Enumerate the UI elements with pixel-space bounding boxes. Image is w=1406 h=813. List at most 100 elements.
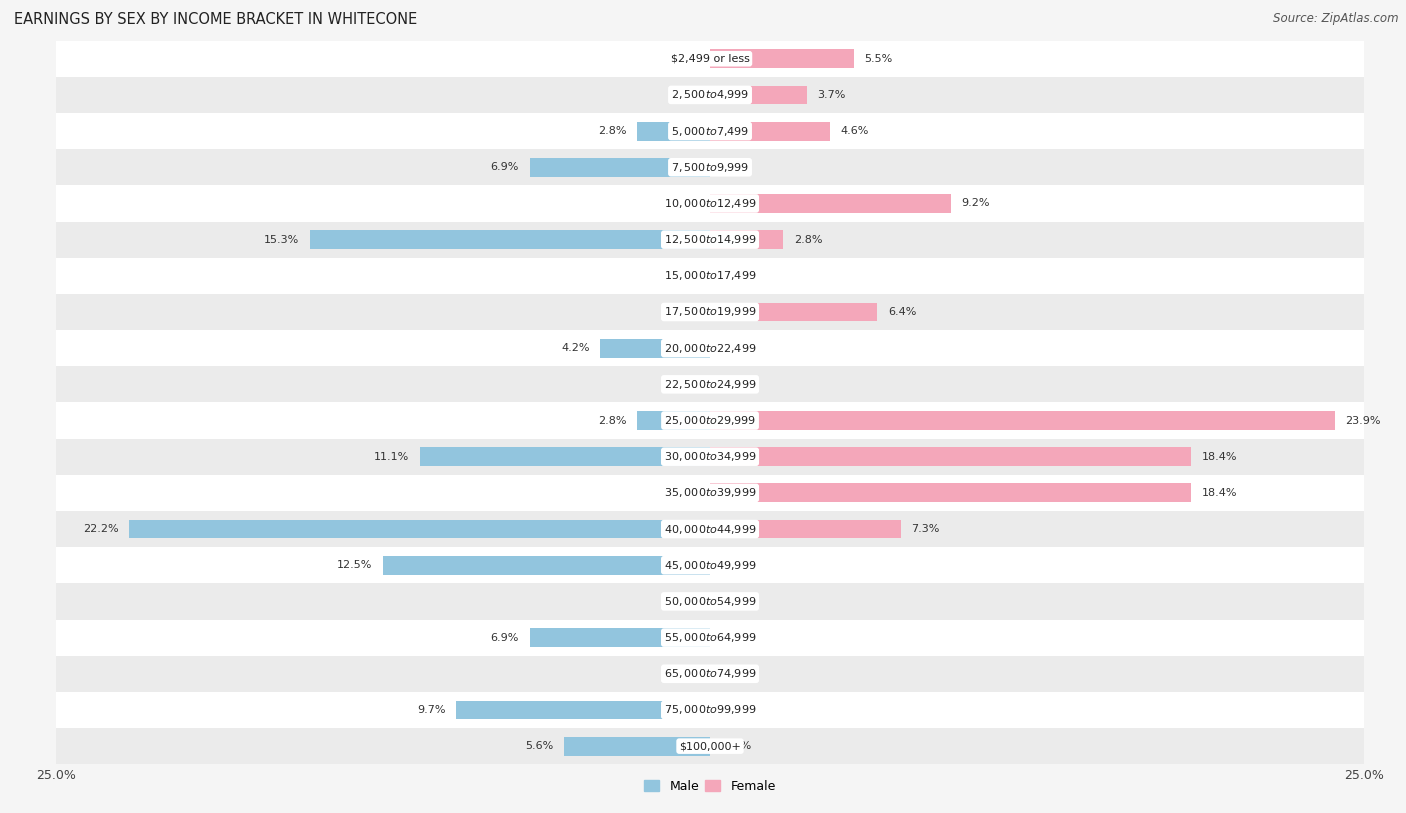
- Bar: [56, 511, 1364, 547]
- Text: 0.0%: 0.0%: [669, 307, 697, 317]
- Text: 4.2%: 4.2%: [561, 343, 589, 353]
- Text: 0.0%: 0.0%: [669, 271, 697, 280]
- Bar: [710, 302, 877, 321]
- Bar: [382, 556, 710, 575]
- Text: $40,000 to $44,999: $40,000 to $44,999: [664, 523, 756, 536]
- Text: $5,000 to $7,499: $5,000 to $7,499: [671, 124, 749, 137]
- Bar: [600, 339, 710, 358]
- Text: 0.0%: 0.0%: [723, 633, 751, 642]
- Bar: [710, 194, 950, 213]
- Bar: [530, 158, 710, 176]
- Bar: [56, 584, 1364, 620]
- Text: $12,500 to $14,999: $12,500 to $14,999: [664, 233, 756, 246]
- Text: $50,000 to $54,999: $50,000 to $54,999: [664, 595, 756, 608]
- Bar: [710, 85, 807, 104]
- Text: 5.6%: 5.6%: [524, 741, 553, 751]
- Bar: [56, 41, 1364, 77]
- Text: 4.6%: 4.6%: [841, 126, 869, 136]
- Text: 6.4%: 6.4%: [887, 307, 917, 317]
- Legend: Male, Female: Male, Female: [640, 775, 780, 798]
- Text: 9.7%: 9.7%: [418, 705, 446, 715]
- Text: $35,000 to $39,999: $35,000 to $39,999: [664, 486, 756, 499]
- Text: 0.0%: 0.0%: [723, 163, 751, 172]
- Text: 0.0%: 0.0%: [723, 380, 751, 389]
- Text: 0.0%: 0.0%: [669, 380, 697, 389]
- Text: 0.0%: 0.0%: [723, 343, 751, 353]
- Text: 23.9%: 23.9%: [1346, 415, 1381, 425]
- Text: 0.0%: 0.0%: [669, 488, 697, 498]
- Bar: [56, 547, 1364, 584]
- Bar: [637, 411, 710, 430]
- Bar: [457, 701, 710, 720]
- Bar: [56, 620, 1364, 655]
- Text: $45,000 to $49,999: $45,000 to $49,999: [664, 559, 756, 572]
- Text: 2.8%: 2.8%: [598, 126, 626, 136]
- Bar: [710, 230, 783, 249]
- Bar: [56, 366, 1364, 402]
- Text: $7,500 to $9,999: $7,500 to $9,999: [671, 161, 749, 174]
- Bar: [710, 520, 901, 538]
- Text: 0.0%: 0.0%: [669, 54, 697, 63]
- Bar: [420, 447, 710, 466]
- Bar: [56, 402, 1364, 439]
- Bar: [710, 50, 853, 68]
- Bar: [129, 520, 710, 538]
- Bar: [56, 330, 1364, 366]
- Text: 0.0%: 0.0%: [723, 597, 751, 606]
- Bar: [56, 150, 1364, 185]
- Text: 0.0%: 0.0%: [723, 705, 751, 715]
- Text: $10,000 to $12,499: $10,000 to $12,499: [664, 197, 756, 210]
- Text: 0.0%: 0.0%: [669, 90, 697, 100]
- Text: 0.0%: 0.0%: [723, 560, 751, 570]
- Text: 15.3%: 15.3%: [264, 235, 299, 245]
- Text: 11.1%: 11.1%: [374, 452, 409, 462]
- Bar: [710, 484, 1191, 502]
- Text: 5.5%: 5.5%: [865, 54, 893, 63]
- Bar: [56, 439, 1364, 475]
- Text: EARNINGS BY SEX BY INCOME BRACKET IN WHITECONE: EARNINGS BY SEX BY INCOME BRACKET IN WHI…: [14, 12, 418, 27]
- Text: $100,000+: $100,000+: [679, 741, 741, 751]
- Text: $65,000 to $74,999: $65,000 to $74,999: [664, 667, 756, 680]
- Text: $2,500 to $4,999: $2,500 to $4,999: [671, 89, 749, 102]
- Bar: [637, 122, 710, 141]
- Text: 2.8%: 2.8%: [598, 415, 626, 425]
- Text: $55,000 to $64,999: $55,000 to $64,999: [664, 631, 756, 644]
- Bar: [56, 475, 1364, 511]
- Text: Source: ZipAtlas.com: Source: ZipAtlas.com: [1274, 12, 1399, 25]
- Text: 0.0%: 0.0%: [723, 271, 751, 280]
- Text: 0.0%: 0.0%: [723, 741, 751, 751]
- Bar: [56, 728, 1364, 764]
- Text: $22,500 to $24,999: $22,500 to $24,999: [664, 378, 756, 391]
- Bar: [56, 294, 1364, 330]
- Bar: [56, 692, 1364, 728]
- Text: 0.0%: 0.0%: [669, 669, 697, 679]
- Bar: [710, 411, 1336, 430]
- Text: $15,000 to $17,499: $15,000 to $17,499: [664, 269, 756, 282]
- Text: 6.9%: 6.9%: [491, 163, 519, 172]
- Bar: [56, 258, 1364, 294]
- Bar: [56, 185, 1364, 221]
- Bar: [56, 222, 1364, 258]
- Text: 22.2%: 22.2%: [83, 524, 120, 534]
- Text: 0.0%: 0.0%: [669, 597, 697, 606]
- Text: $30,000 to $34,999: $30,000 to $34,999: [664, 450, 756, 463]
- Text: 18.4%: 18.4%: [1202, 452, 1237, 462]
- Text: 0.0%: 0.0%: [669, 198, 697, 208]
- Text: $75,000 to $99,999: $75,000 to $99,999: [664, 703, 756, 716]
- Text: 18.4%: 18.4%: [1202, 488, 1237, 498]
- Bar: [56, 77, 1364, 113]
- Text: 7.3%: 7.3%: [911, 524, 939, 534]
- Text: 2.8%: 2.8%: [794, 235, 823, 245]
- Bar: [710, 122, 831, 141]
- Bar: [56, 113, 1364, 150]
- Text: $17,500 to $19,999: $17,500 to $19,999: [664, 306, 756, 319]
- Text: 0.0%: 0.0%: [723, 669, 751, 679]
- Text: $20,000 to $22,499: $20,000 to $22,499: [664, 341, 756, 354]
- Text: 9.2%: 9.2%: [962, 198, 990, 208]
- Bar: [564, 737, 710, 755]
- Bar: [56, 655, 1364, 692]
- Text: $25,000 to $29,999: $25,000 to $29,999: [664, 414, 756, 427]
- Text: $2,499 or less: $2,499 or less: [671, 54, 749, 63]
- Bar: [710, 447, 1191, 466]
- Text: 12.5%: 12.5%: [337, 560, 373, 570]
